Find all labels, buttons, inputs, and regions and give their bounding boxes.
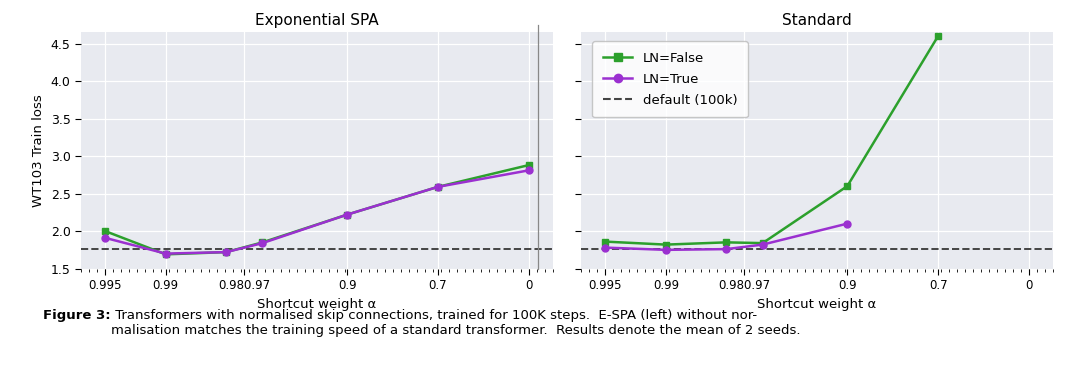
X-axis label: Shortcut weight α: Shortcut weight α (257, 298, 377, 311)
Legend: LN=False, LN=True, default (100k): LN=False, LN=True, default (100k) (593, 42, 747, 117)
Title: Standard: Standard (782, 13, 852, 29)
Text: Transformers with normalised skip connections, trained for 100K steps.  E-SPA (l: Transformers with normalised skip connec… (111, 309, 800, 336)
X-axis label: Shortcut weight α: Shortcut weight α (757, 298, 877, 311)
Y-axis label: WT103 Train loss: WT103 Train loss (32, 94, 45, 207)
Title: Exponential SPA: Exponential SPA (255, 13, 379, 29)
Text: Figure 3:: Figure 3: (43, 309, 111, 322)
